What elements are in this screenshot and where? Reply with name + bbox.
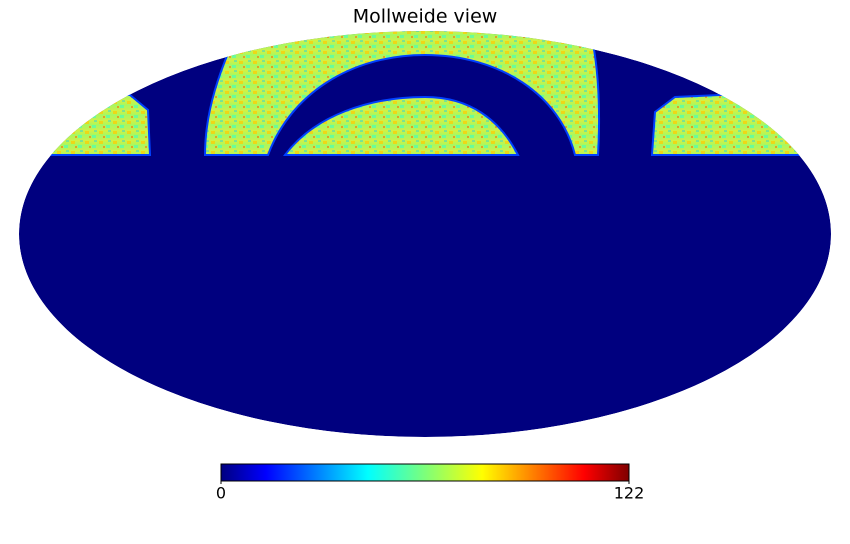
region-right [650, 94, 812, 156]
colorbar-tick-label: 122 [614, 484, 645, 503]
region-left [39, 94, 152, 156]
sky-background [19, 31, 831, 437]
map [19, 31, 831, 437]
colorbar-tick-label: 0 [216, 484, 226, 503]
colorbar [220, 463, 630, 482]
region-dome [282, 95, 520, 156]
chart-title: Mollweide view [353, 6, 498, 28]
